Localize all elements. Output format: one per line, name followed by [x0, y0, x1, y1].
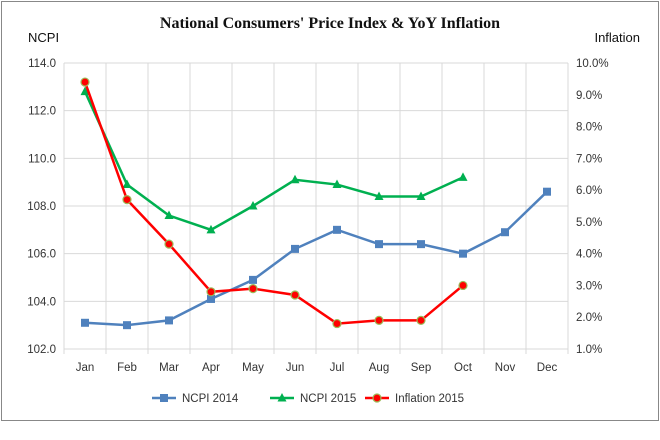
x-tick-label: Mar	[159, 362, 179, 374]
data-point	[501, 228, 509, 237]
data-point	[374, 315, 384, 325]
data-point	[290, 174, 300, 184]
data-point	[458, 280, 468, 291]
data-point	[164, 239, 174, 249]
legend-marker	[277, 393, 287, 402]
left-tick-label: 112.0	[28, 106, 56, 118]
x-tick-label: Aug	[369, 362, 389, 374]
x-tick-label: Apr	[202, 362, 220, 374]
x-tick-label: Oct	[454, 362, 473, 374]
right-axis-title: Inflation	[594, 30, 640, 45]
x-tick-label: Sep	[411, 362, 431, 374]
x-tick-label: Nov	[495, 362, 516, 374]
x-tick-label: May	[242, 362, 264, 374]
data-point	[416, 315, 426, 325]
data-point	[332, 179, 342, 189]
left-tick-label: 110.0	[28, 153, 56, 165]
data-point	[80, 77, 90, 87]
left-tick-label: 108.0	[27, 201, 56, 213]
data-point	[123, 321, 131, 330]
x-tick-label: Jan	[76, 362, 95, 374]
data-point	[291, 244, 299, 253]
data-point	[164, 210, 174, 220]
right-tick-label: 1.0%	[576, 344, 602, 356]
data-point	[416, 191, 426, 200]
data-point	[122, 179, 132, 189]
data-point	[333, 225, 341, 234]
legend-marker	[372, 393, 382, 403]
data-point	[122, 195, 132, 205]
data-point	[80, 86, 90, 96]
right-tick-label: 6.0%	[576, 185, 602, 197]
data-point	[332, 318, 342, 329]
x-tick-label: Jun	[286, 362, 305, 374]
data-point	[249, 275, 257, 284]
x-tick-label: Dec	[537, 362, 558, 374]
right-tick-label: 7.0%	[576, 153, 602, 165]
left-tick-label: 104.0	[27, 296, 56, 308]
data-point	[290, 290, 300, 300]
legend-label: Inflation 2015	[395, 393, 464, 405]
legend-label: NCPI 2015	[300, 393, 356, 405]
data-point	[248, 201, 258, 210]
data-point	[207, 294, 215, 303]
data-point	[81, 318, 89, 327]
data-point	[374, 191, 384, 200]
x-tick-label: Jul	[330, 362, 345, 374]
right-tick-label: 8.0%	[576, 122, 602, 134]
right-tick-label: 10.0%	[576, 58, 609, 70]
legend-marker	[160, 394, 168, 402]
data-point	[206, 287, 216, 297]
x-tick-label: Feb	[117, 362, 137, 374]
data-point	[458, 172, 468, 181]
right-tick-label: 3.0%	[576, 280, 602, 292]
series-line-2	[83, 81, 464, 325]
right-tick-label: 2.0%	[576, 312, 602, 324]
chart-frame	[1, 1, 659, 421]
left-axis-title: NCPI	[28, 30, 59, 45]
left-tick-label: 106.0	[27, 249, 56, 261]
series-line-0	[84, 190, 548, 327]
right-tick-label: 9.0%	[576, 90, 602, 102]
right-tick-label: 4.0%	[576, 249, 602, 261]
data-point	[459, 249, 467, 258]
right-tick-label: 5.0%	[576, 217, 602, 229]
data-point	[543, 187, 551, 196]
data-point	[417, 240, 425, 249]
data-point	[248, 284, 258, 294]
data-point	[206, 224, 216, 234]
data-point	[165, 316, 173, 325]
left-tick-label: 102.0	[27, 344, 56, 356]
data-point	[375, 240, 383, 249]
legend-label: NCPI 2014	[182, 393, 239, 405]
left-tick-label: 114.0	[28, 58, 56, 70]
chart-title: National Consumers' Price Index & YoY In…	[160, 15, 500, 32]
series-line-1	[83, 91, 464, 232]
